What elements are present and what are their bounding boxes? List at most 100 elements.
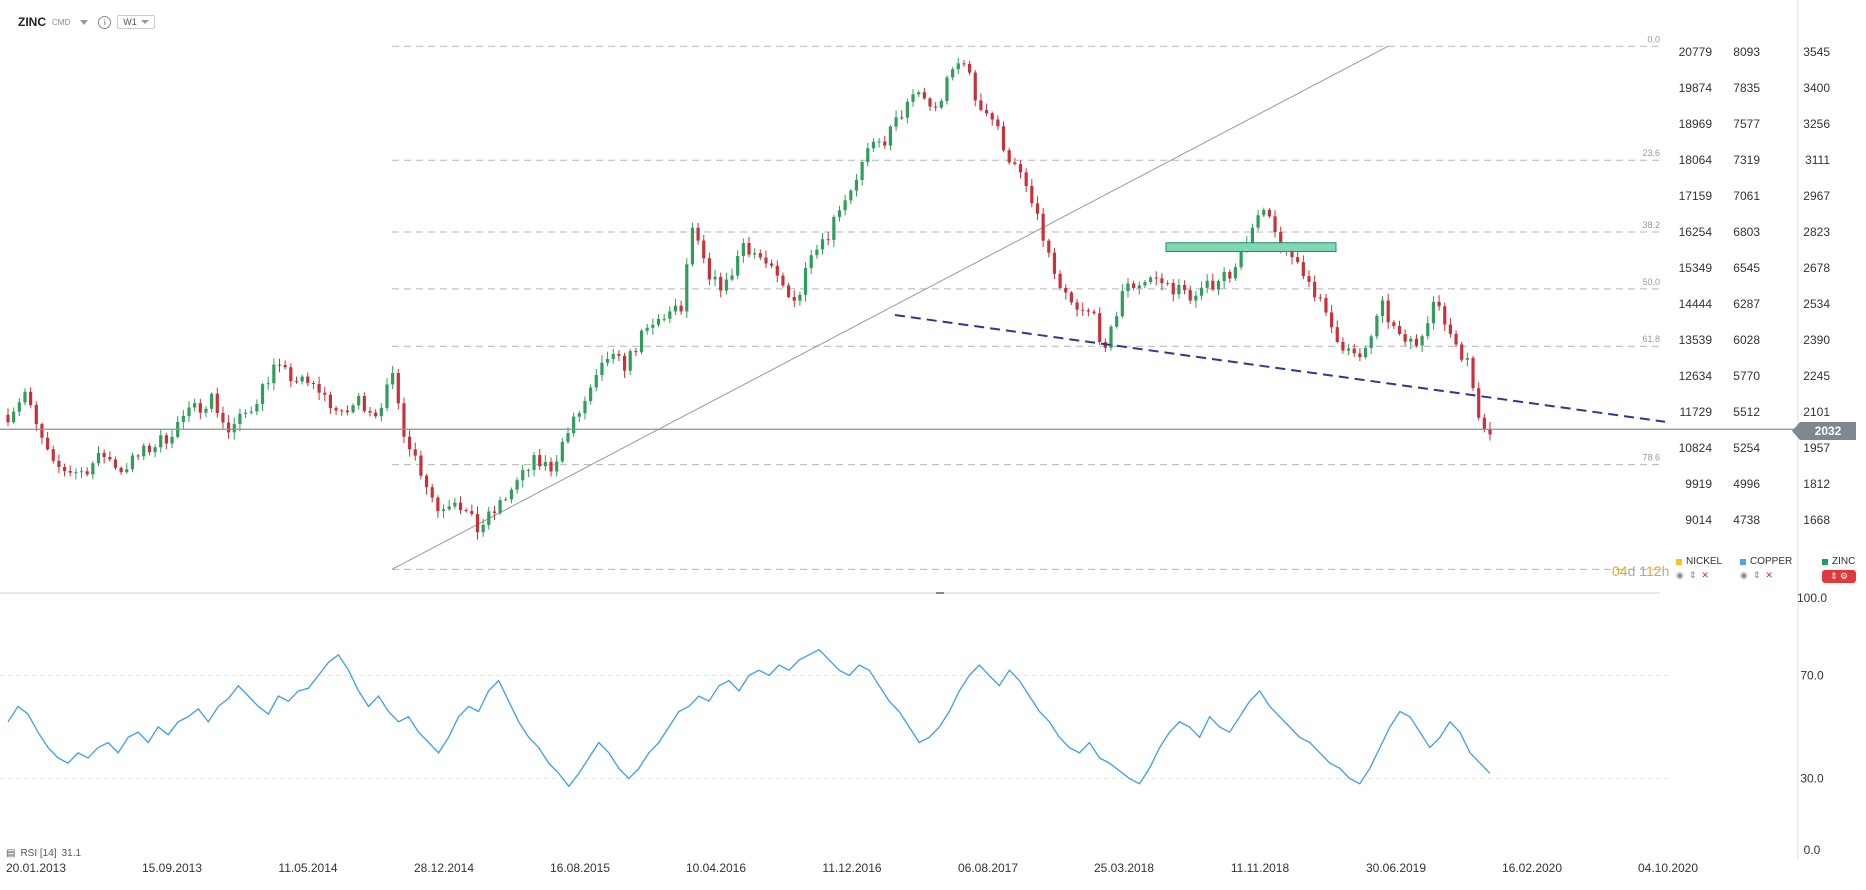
candle-body bbox=[1171, 282, 1175, 295]
copper-tick: 8093 bbox=[1733, 45, 1760, 59]
candle-body bbox=[464, 510, 468, 512]
timer-days: 04 bbox=[1612, 563, 1628, 579]
chart-toolbar: ZINC CMD i W1 bbox=[18, 12, 155, 32]
candle-body bbox=[781, 275, 785, 286]
nickel-tick: 9014 bbox=[1685, 513, 1712, 527]
candle-body bbox=[1064, 287, 1068, 293]
candle-body bbox=[385, 384, 389, 408]
x-tick: 28.12.2014 bbox=[414, 861, 474, 875]
candle-body bbox=[62, 466, 67, 472]
candle-body bbox=[1386, 300, 1390, 323]
candle-body bbox=[928, 98, 932, 107]
candle-body bbox=[786, 285, 791, 297]
candle-body bbox=[441, 509, 446, 512]
x-tick: 15.09.2013 bbox=[142, 861, 202, 875]
candle-body bbox=[1086, 310, 1090, 312]
x-tick: 11.12.2016 bbox=[822, 861, 881, 875]
timer-unit-h: h bbox=[1661, 563, 1670, 579]
candle-body bbox=[792, 296, 796, 301]
sort-icon[interactable]: ⇕ bbox=[1688, 570, 1697, 580]
candle-body bbox=[753, 253, 757, 255]
nickel-tick: 14444 bbox=[1679, 297, 1713, 311]
chevron-down-icon[interactable] bbox=[80, 19, 89, 25]
zinc-tick: 2823 bbox=[1803, 225, 1830, 239]
candle-body bbox=[1120, 291, 1124, 317]
candle-body bbox=[413, 449, 417, 456]
fib-label: 23.6 bbox=[1642, 148, 1660, 158]
candle-body bbox=[1222, 272, 1226, 281]
zinc-tick: 2967 bbox=[1803, 189, 1830, 203]
candle-body bbox=[153, 447, 157, 453]
candle-body bbox=[939, 100, 943, 108]
symbol-label[interactable]: ZINC bbox=[18, 15, 46, 29]
candle-body bbox=[871, 141, 876, 149]
copper-swatch bbox=[1740, 558, 1746, 565]
gear-icon[interactable]: ▤ bbox=[6, 848, 16, 859]
timer-hours: 12 bbox=[1646, 563, 1662, 579]
rsi-panel: 100.0 70.0 30.0 0.0 bbox=[0, 591, 1827, 857]
legend-zinc: ZINC ⇕ ⚙ bbox=[1822, 556, 1857, 583]
copper-tick: 7835 bbox=[1733, 81, 1760, 95]
candle-body bbox=[1075, 302, 1079, 310]
fib-grid: 0.0 23.6 38.2 50.0 61.8 78.6 bbox=[0, 34, 1660, 594]
nickel-tick: 13539 bbox=[1679, 333, 1713, 347]
candle-body bbox=[747, 243, 751, 255]
candle-body bbox=[826, 239, 830, 241]
candle-body bbox=[45, 437, 50, 450]
market-label: CMD bbox=[52, 17, 71, 27]
candle-body bbox=[379, 407, 383, 417]
candle-body bbox=[1460, 344, 1464, 360]
candle-body bbox=[328, 394, 333, 409]
copper-tick: 7319 bbox=[1733, 153, 1760, 167]
candle-body bbox=[945, 77, 949, 101]
info-icon[interactable]: i bbox=[98, 15, 112, 29]
candle-body bbox=[1154, 277, 1158, 279]
candle-body bbox=[1420, 336, 1424, 346]
candle-body bbox=[1035, 203, 1040, 214]
candle-body bbox=[962, 63, 966, 65]
candle-body bbox=[589, 387, 593, 401]
support-trend-line bbox=[894, 314, 1666, 423]
candle-body bbox=[1092, 311, 1096, 314]
legend-name: COPPER bbox=[1750, 556, 1793, 567]
candle-body bbox=[1137, 285, 1141, 289]
candle-body bbox=[922, 92, 926, 99]
candle-body bbox=[170, 436, 174, 444]
zinc-tick: 3400 bbox=[1803, 81, 1830, 95]
candle-body bbox=[1409, 338, 1413, 342]
candle-body bbox=[968, 63, 972, 73]
timeframe-select[interactable]: W1 bbox=[117, 15, 155, 29]
eye-icon[interactable]: ◉ bbox=[1740, 570, 1748, 580]
candle-body bbox=[249, 411, 253, 413]
candle-body bbox=[820, 239, 825, 250]
candle-body bbox=[1318, 297, 1322, 299]
zinc-series-toggle[interactable]: ⇕ ⚙ bbox=[1822, 570, 1857, 583]
candle-body bbox=[911, 94, 915, 102]
candle-body bbox=[362, 395, 366, 412]
candle-body bbox=[458, 502, 463, 511]
candle-body bbox=[34, 405, 38, 425]
candle-body bbox=[334, 408, 338, 411]
candle-body bbox=[1132, 283, 1136, 289]
candle-body bbox=[227, 422, 231, 433]
candle-body bbox=[1324, 297, 1328, 313]
eye-icon[interactable]: ◉ bbox=[1676, 570, 1684, 580]
nickel-tick: 20779 bbox=[1679, 45, 1713, 59]
close-icon[interactable]: ✕ bbox=[1765, 570, 1773, 580]
sort-icon[interactable]: ⇕ bbox=[1752, 570, 1761, 580]
chart-annotations bbox=[0, 242, 1800, 430]
candle-body bbox=[1471, 357, 1475, 389]
candle-body bbox=[843, 200, 847, 211]
copper-tick: 5770 bbox=[1733, 369, 1760, 383]
candle-body bbox=[1375, 316, 1379, 337]
candle-body bbox=[815, 249, 819, 256]
close-icon[interactable]: ✕ bbox=[1701, 570, 1709, 580]
candle-body bbox=[119, 467, 123, 473]
rsi-value: 31.1 bbox=[61, 848, 82, 859]
candle-body bbox=[775, 265, 779, 276]
candlestick-series bbox=[6, 57, 1492, 540]
candle-body bbox=[368, 411, 372, 413]
candle-body bbox=[1273, 216, 1277, 233]
